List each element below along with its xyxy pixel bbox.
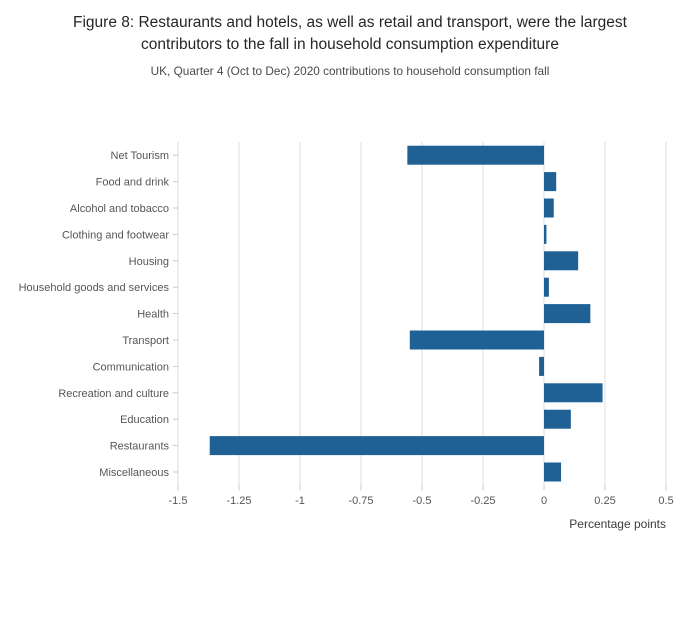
y-axis-label: Recreation and culture bbox=[58, 388, 169, 400]
x-axis-tick-label: -1.5 bbox=[169, 496, 188, 508]
x-axis-tick-label: -1 bbox=[295, 496, 305, 508]
bar bbox=[544, 304, 591, 324]
bar-chart: -1.5 -1.25 -1 -0.75 -0.5 -0.25 0 0.25 0.5 Net Tou… bbox=[0, 128, 700, 578]
y-axis-label: Communication bbox=[93, 362, 169, 374]
y-axis-label: Education bbox=[120, 415, 169, 427]
y-axis-label: Transport bbox=[122, 335, 169, 347]
bar-chart-svg: -1.5 -1.25 -1 -0.75 -0.5 -0.25 0 0.25 0.5 Net Tou… bbox=[19, 142, 674, 532]
bar bbox=[544, 198, 554, 218]
bar bbox=[539, 357, 544, 377]
x-axis-tick-label: 0.5 bbox=[658, 496, 673, 508]
bar bbox=[544, 410, 571, 430]
y-axis-label: Housing bbox=[129, 256, 169, 268]
x-axis-tick-label: -0.75 bbox=[348, 496, 373, 508]
chart-title: Figure 8: Restaurants and hotels, as wel… bbox=[73, 14, 627, 53]
bar bbox=[209, 436, 544, 456]
y-axis-label: Food and drink bbox=[96, 177, 170, 189]
x-axis-tick-label: -1.25 bbox=[226, 496, 251, 508]
bar bbox=[409, 330, 544, 350]
bar bbox=[544, 251, 579, 271]
bar bbox=[544, 225, 547, 245]
chart-subtitle: UK, Quarter 4 (Oct to Dec) 2020 contribu… bbox=[150, 64, 550, 79]
y-axis-label: Restaurants bbox=[110, 441, 170, 453]
bar bbox=[544, 278, 549, 298]
bar bbox=[544, 383, 603, 403]
bar bbox=[407, 146, 544, 166]
bar bbox=[544, 462, 562, 482]
y-axis-label: Clothing and footwear bbox=[62, 230, 169, 242]
x-axis-tick-label: -0.25 bbox=[470, 496, 495, 508]
bar bbox=[544, 172, 557, 192]
x-axis-tick-label: 0 bbox=[541, 496, 547, 508]
y-axis-label: Alcohol and tobacco bbox=[70, 203, 169, 215]
y-axis-label: Health bbox=[137, 309, 169, 321]
figure-container: Figure 8: Restaurants and hotels, as wel… bbox=[0, 12, 700, 578]
y-axis-label: Household goods and services bbox=[19, 283, 170, 295]
y-axis-label: Miscellaneous bbox=[99, 467, 169, 479]
x-axis-tick-label: -0.5 bbox=[413, 496, 432, 508]
x-axis-tick-label: 0.25 bbox=[594, 496, 615, 508]
x-axis-title: Percentage points bbox=[569, 518, 666, 532]
y-axis-label: Net Tourism bbox=[111, 151, 169, 163]
